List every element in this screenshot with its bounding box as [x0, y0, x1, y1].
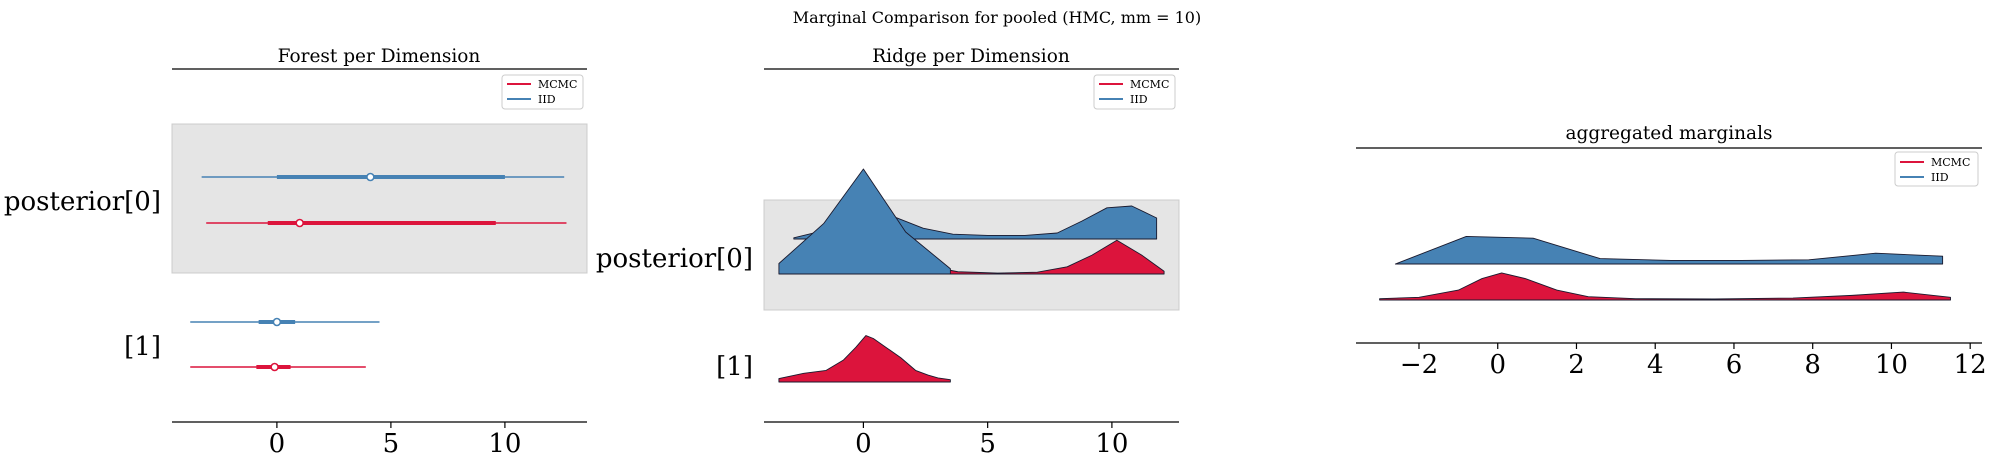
- aggregated-xtick-label: 4: [1647, 350, 1664, 380]
- figure-suptitle: Marginal Comparison for pooled (HMC, mm …: [793, 8, 1201, 27]
- forest-xtick-label: 0: [269, 429, 286, 459]
- aggregated-panel: aggregated marginals −2 0 2 4 6 8 10 12 MCMC II…: [1356, 123, 1987, 380]
- ridge-xtick-label: 5: [979, 429, 996, 459]
- ridge-row-label-1: [1]: [716, 352, 753, 382]
- aggregated-title: aggregated marginals: [1565, 123, 1772, 144]
- forest-mcmc-median-point: [270, 362, 279, 372]
- forest-row-label-0: posterior[0]: [4, 187, 161, 217]
- forest-legend-label-iid: IID: [538, 93, 556, 106]
- aggregated-legend: MCMC IID: [1894, 151, 1979, 187]
- forest-marks: [190, 172, 567, 372]
- ridge-legend-label-mcmc: MCMC: [1130, 78, 1169, 91]
- ridge-row-label-0: posterior[0]: [596, 244, 753, 274]
- forest-iid-median-point: [272, 317, 282, 327]
- forest-xticks: 0 5 10: [269, 422, 521, 459]
- forest-legend-label-mcmc: MCMC: [538, 78, 577, 91]
- aggregated-xtick-label: 6: [1726, 350, 1743, 380]
- forest-mcmc-median-point: [295, 218, 304, 228]
- aggregated-xtick-label: 12: [1954, 350, 1987, 380]
- aggregated-legend-label-mcmc: MCMC: [1931, 156, 1970, 169]
- forest-legend: MCMC IID: [501, 74, 584, 110]
- ridge-mcmc-density: [778, 335, 951, 383]
- forest-row-label-1: [1]: [124, 332, 161, 362]
- ridge-xtick-label: 10: [1095, 429, 1128, 459]
- forest-iid-median-point: [366, 172, 375, 182]
- forest-title: Forest per Dimension: [278, 46, 481, 67]
- aggregated-iid-density: [1394, 235, 1944, 265]
- ridge-xtick-label: 0: [855, 429, 872, 459]
- aggregated-xticks: −2 0 2 4 6 8 10 12: [1400, 343, 1987, 380]
- aggregated-legend-label-iid: IID: [1931, 171, 1949, 184]
- ridge-xticks: 0 5 10: [855, 422, 1128, 459]
- ridge-title: Ridge per Dimension: [872, 46, 1070, 67]
- aggregated-mcmc-density: [1379, 272, 1951, 301]
- forest-xtick-label: 5: [383, 429, 400, 459]
- forest-panel: Forest per Dimension posterior[0] [1] 0 5…: [4, 46, 588, 459]
- aggregated-xtick-label: 0: [1489, 350, 1506, 380]
- ridge-marks: [778, 168, 1165, 383]
- aggregated-marks: [1379, 235, 1951, 301]
- ridge-panel: Ridge per Dimension posterior[0] [1] 0 5 1…: [596, 46, 1180, 459]
- aggregated-xtick-label: 10: [1875, 350, 1908, 380]
- ridge-iid-density: [778, 168, 951, 275]
- ridge-legend-label-iid: IID: [1130, 93, 1148, 106]
- aggregated-xtick-label: −2: [1400, 350, 1438, 380]
- ridge-legend: MCMC IID: [1093, 74, 1176, 110]
- forest-row-band: [171, 123, 588, 274]
- aggregated-xtick-label: 2: [1568, 350, 1585, 380]
- aggregated-xtick-label: 8: [1804, 350, 1821, 380]
- forest-xtick-label: 10: [488, 429, 521, 459]
